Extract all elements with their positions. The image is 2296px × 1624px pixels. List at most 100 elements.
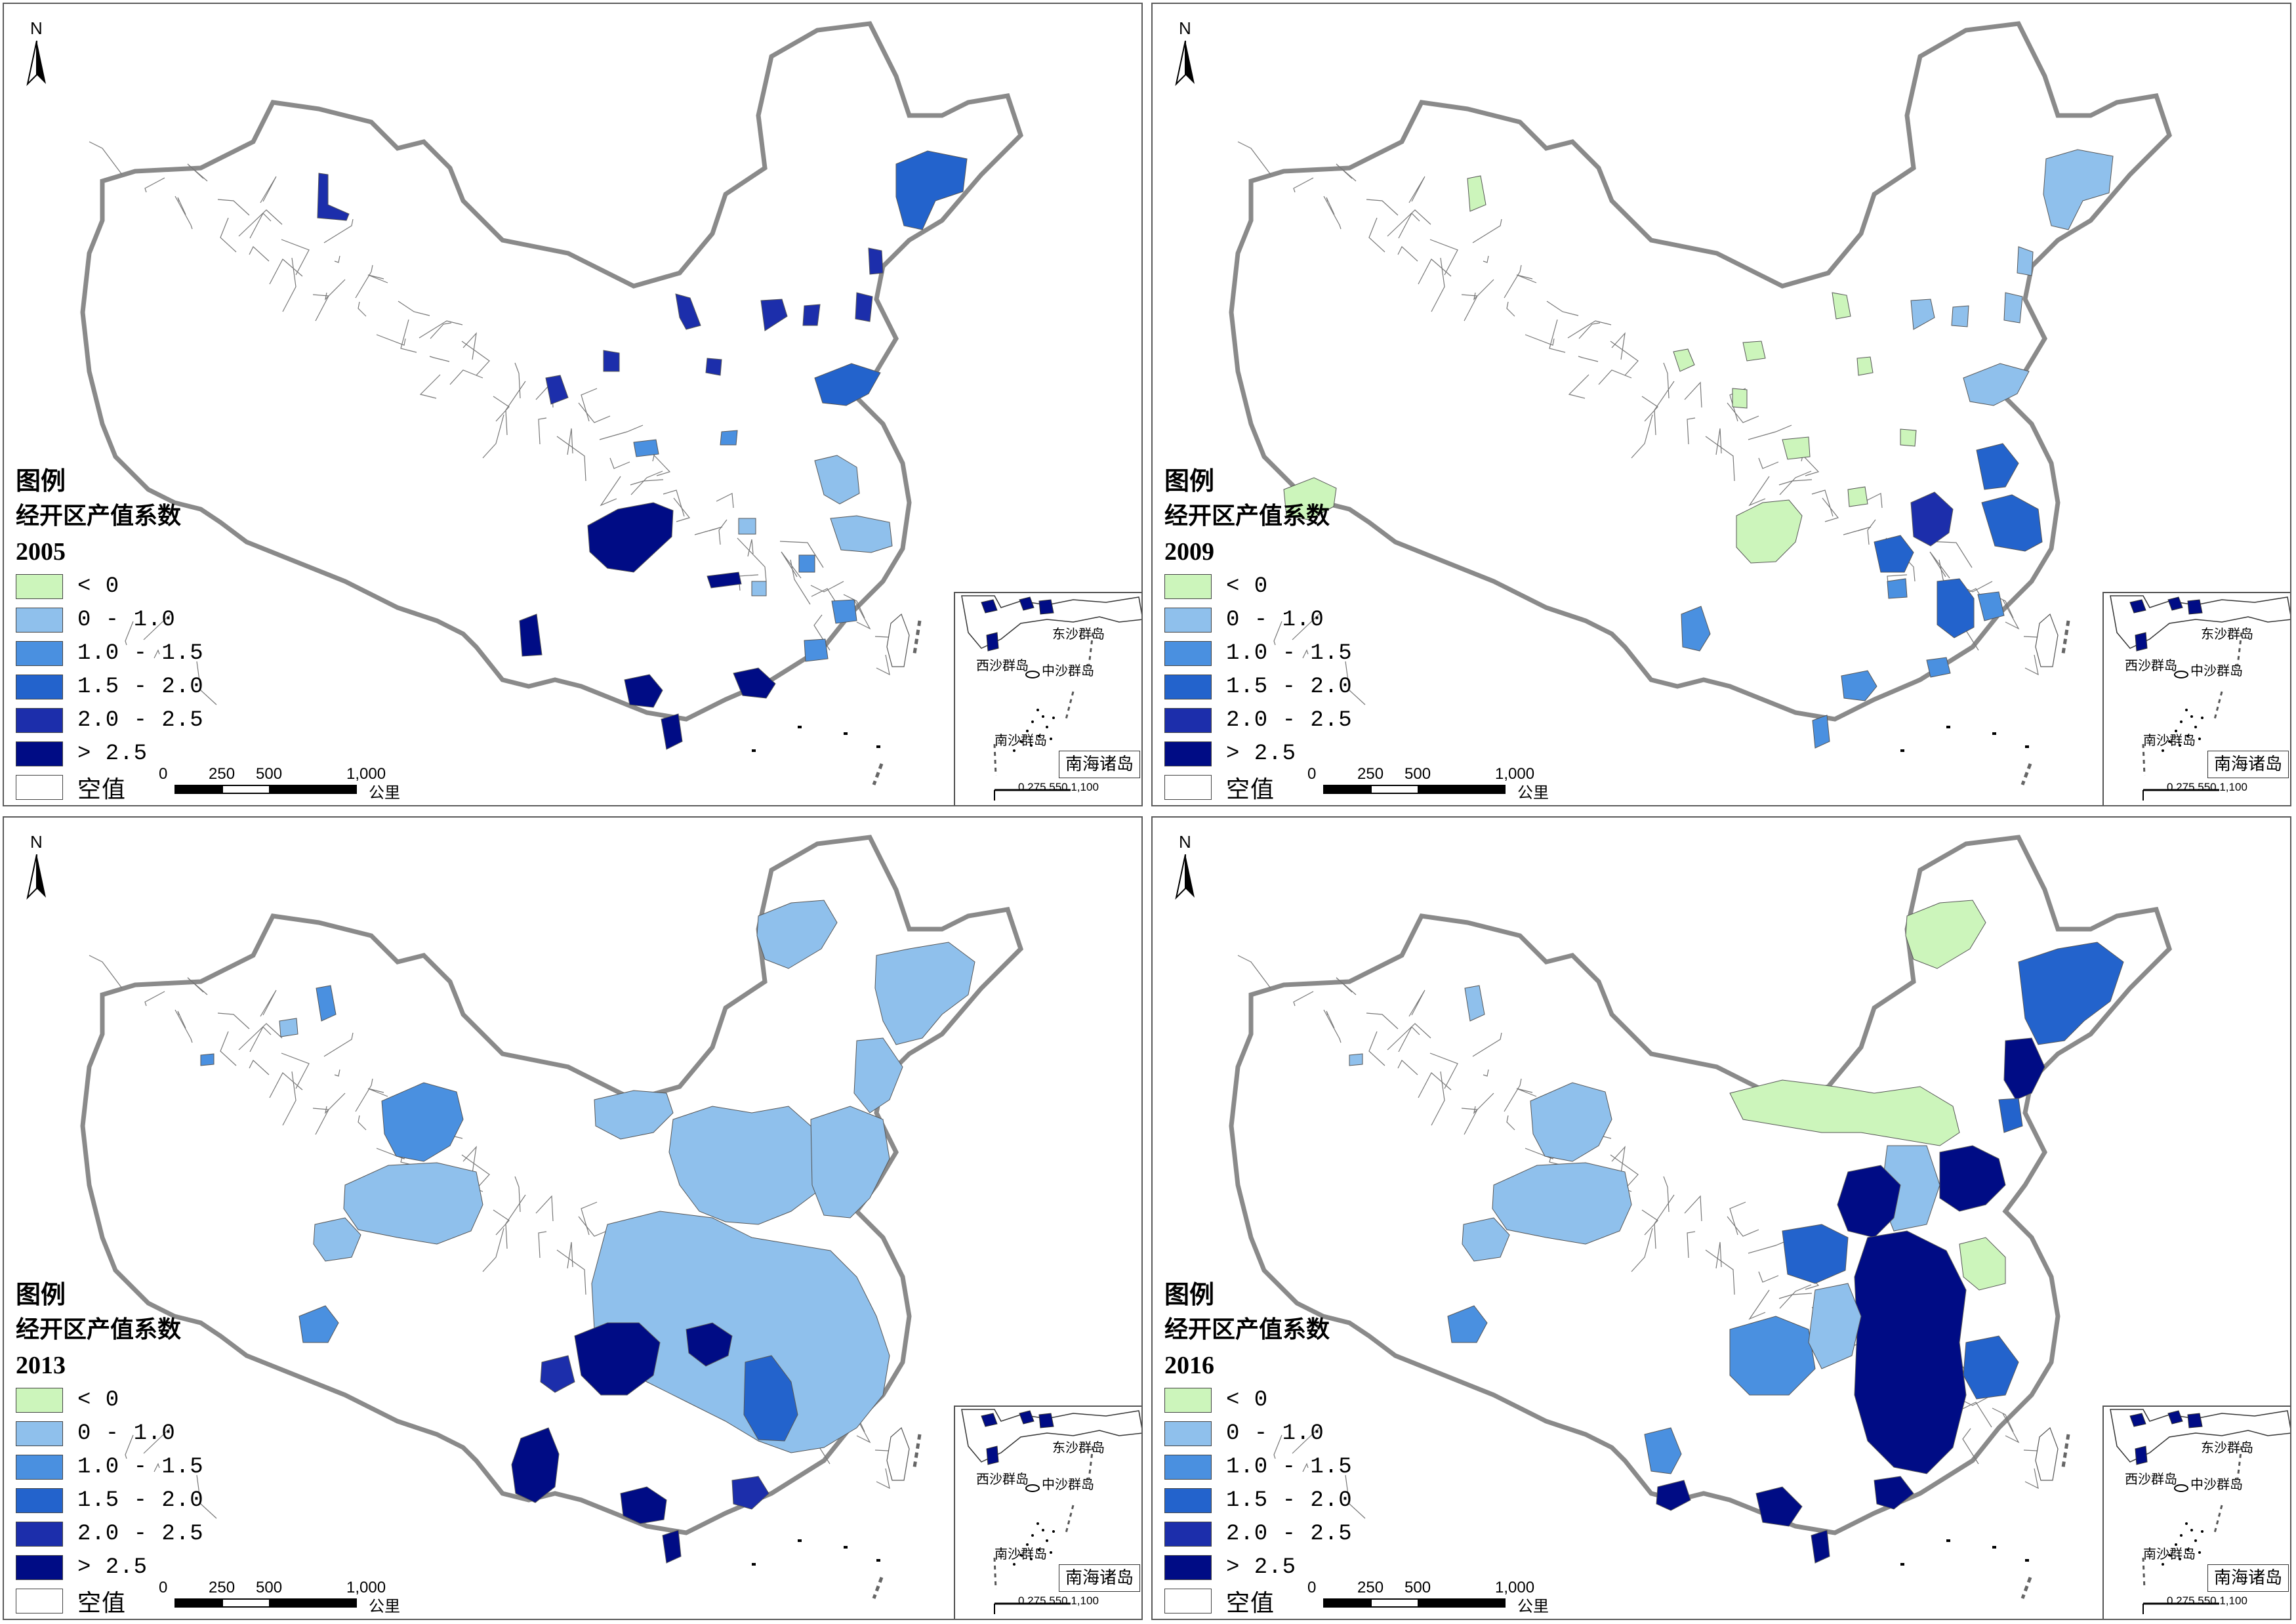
city-boundary bbox=[1408, 176, 1425, 203]
scale-seg-1 bbox=[1323, 785, 1372, 794]
region-northeast-south bbox=[853, 1037, 903, 1114]
city-boundary bbox=[1654, 381, 1675, 436]
legend-title: 图例 bbox=[1164, 1280, 1215, 1309]
sea-boundary-dash bbox=[872, 763, 884, 785]
city-boundary bbox=[609, 457, 630, 469]
legend-label: < 0 bbox=[77, 573, 120, 599]
taiwan bbox=[2035, 613, 2059, 667]
small-island bbox=[798, 726, 802, 728]
legend-label: > 2.5 bbox=[1226, 1554, 1297, 1580]
region-henan bbox=[1837, 1165, 1901, 1238]
region-jiangsu bbox=[1959, 1237, 2006, 1291]
taiwan bbox=[886, 613, 910, 667]
legend-swatch bbox=[16, 1554, 63, 1580]
city-boundary bbox=[177, 197, 186, 215]
region-yunnan bbox=[1681, 606, 1711, 652]
region-liaoning bbox=[2003, 292, 2023, 323]
city-boundary bbox=[556, 1249, 586, 1295]
map-panel-2013: N 图例 经开区产值系数 2013 < 0 0 - 1.0 1.0 - 1.5 1.5… bbox=[3, 816, 1143, 1620]
city-boundary bbox=[1663, 362, 1670, 399]
legend-row: > 2.5 bbox=[16, 1551, 226, 1584]
small-island bbox=[1992, 1546, 1996, 1549]
region-hebei bbox=[802, 304, 821, 326]
city-boundary bbox=[505, 381, 526, 436]
legend-year: 2016 bbox=[1164, 1352, 1214, 1379]
map-canvas bbox=[1229, 21, 2173, 785]
region-jiangsu bbox=[814, 455, 860, 505]
small-island bbox=[1946, 1539, 1950, 1542]
city-boundary bbox=[538, 1231, 547, 1259]
region-heilongjiang bbox=[2043, 149, 2114, 230]
region-shanxi bbox=[1900, 428, 1917, 447]
city-boundary bbox=[1431, 257, 1445, 312]
region-central-south bbox=[1854, 1230, 1967, 1474]
city-boundary bbox=[1631, 1228, 1653, 1272]
city-boundary bbox=[269, 1072, 303, 1098]
city-boundary bbox=[567, 1241, 573, 1269]
city-boundary bbox=[89, 955, 123, 989]
legend-label: 1.5 - 2.0 bbox=[77, 1488, 204, 1513]
scale-unit: 公里 bbox=[1517, 783, 1549, 802]
legend-field: 经开区产值系数 bbox=[1164, 503, 1330, 530]
north-arrow-icon bbox=[1175, 41, 1195, 87]
city-boundary bbox=[1516, 274, 1537, 283]
scale-bar: 0 250 500 1,000 公里 bbox=[159, 1579, 421, 1615]
city-boundary bbox=[790, 559, 811, 605]
region-shaanxi bbox=[633, 439, 659, 457]
region-henan-west bbox=[1782, 436, 1811, 460]
scale-bar: 0 250 500 1,000 公里 bbox=[1307, 765, 1570, 802]
city-boundary bbox=[1237, 955, 1271, 989]
city-boundary bbox=[429, 356, 450, 362]
legend-swatch bbox=[1164, 1554, 1212, 1580]
city-boundary bbox=[1472, 219, 1502, 243]
city-boundary bbox=[1302, 649, 1309, 659]
inset-label-dongsha: 东沙群岛 bbox=[1052, 626, 1105, 642]
city-boundary bbox=[177, 1010, 186, 1029]
region-gansu bbox=[603, 350, 620, 372]
inset-label-zhongsha: 中沙群岛 bbox=[2190, 1476, 2243, 1492]
legend-label: 空值 bbox=[77, 776, 127, 803]
legend-row: < 0 bbox=[1164, 1383, 1374, 1417]
city-boundary bbox=[1302, 1463, 1309, 1472]
region-xinjiang-north bbox=[317, 173, 350, 221]
legend-swatch bbox=[1164, 1588, 1212, 1614]
city-boundary bbox=[358, 1115, 367, 1131]
city-boundary bbox=[1293, 177, 1314, 193]
legend: 图例 经开区产值系数 2016 < 0 0 - 1.0 1.0 - 1.5 1.5 -… bbox=[1164, 1277, 1374, 1617]
taiwan bbox=[2035, 1426, 2059, 1481]
region-heilongjiang bbox=[2018, 942, 2124, 1045]
region-guangdong bbox=[1874, 1476, 1914, 1510]
region-hunan bbox=[751, 581, 767, 596]
scale-tick-0: 0 bbox=[159, 1579, 168, 1596]
city-boundary bbox=[260, 989, 277, 1017]
region-ningxia bbox=[675, 293, 701, 330]
legend-row: 空值 bbox=[1164, 1584, 1374, 1617]
inset-scale: 0 275 550 1,100 bbox=[1018, 781, 1099, 793]
city-boundary bbox=[220, 1031, 237, 1066]
city-boundary bbox=[1687, 417, 1696, 445]
legend-label: > 2.5 bbox=[1226, 741, 1297, 766]
north-arrow: N bbox=[18, 832, 58, 904]
legend-label: < 0 bbox=[1226, 573, 1269, 599]
region-xinjiang-north bbox=[1467, 175, 1486, 212]
region-inner-mongolia bbox=[705, 358, 722, 376]
city-boundary bbox=[1654, 1194, 1675, 1249]
legend-swatch bbox=[16, 640, 63, 666]
city-boundary bbox=[1292, 612, 1322, 640]
city-boundary bbox=[853, 599, 871, 630]
region-yunnan bbox=[1644, 1427, 1682, 1474]
city-boundary bbox=[143, 1426, 173, 1454]
region-yunnan-south bbox=[1656, 1480, 1691, 1511]
city-boundary bbox=[1483, 255, 1489, 263]
small-island bbox=[876, 1559, 880, 1562]
city-boundary bbox=[1578, 356, 1599, 362]
region-inner-mongolia bbox=[594, 1090, 674, 1140]
legend-title: 图例 bbox=[16, 1280, 66, 1309]
region-shandong bbox=[1939, 1145, 2006, 1212]
inset-box-label: 南海诸岛 bbox=[2207, 1564, 2289, 1592]
region-coastal-north bbox=[810, 1106, 890, 1218]
region-zhejiang bbox=[830, 515, 893, 553]
region-xinjiang-north bbox=[1464, 985, 1485, 1022]
legend-row: 2.0 - 2.5 bbox=[1164, 1517, 1374, 1551]
inset-scale: 0 275 550 1,100 bbox=[1018, 1594, 1099, 1607]
